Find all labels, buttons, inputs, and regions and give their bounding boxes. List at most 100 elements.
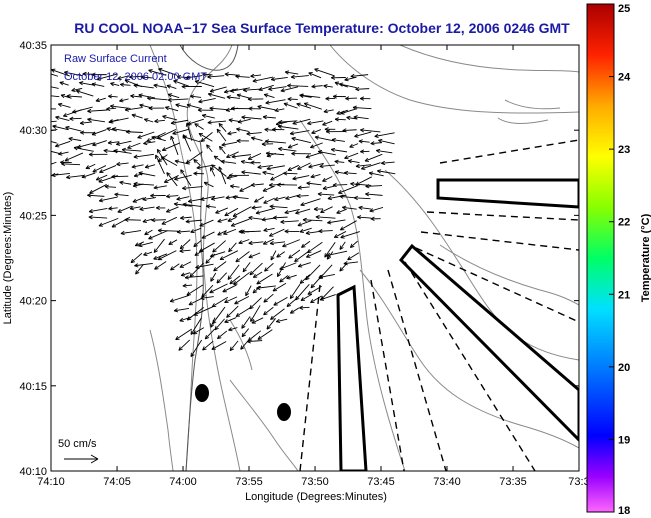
current-vector bbox=[306, 181, 322, 186]
current-vector bbox=[186, 284, 204, 296]
current-vector bbox=[327, 194, 347, 201]
current-vector bbox=[336, 208, 347, 214]
current-vector bbox=[80, 130, 96, 135]
current-vector bbox=[51, 73, 59, 77]
current-vector bbox=[353, 115, 369, 120]
current-vector bbox=[182, 283, 193, 288]
current-vector bbox=[310, 173, 321, 179]
current-vector bbox=[114, 192, 129, 197]
current-vector bbox=[214, 318, 225, 331]
current-vector bbox=[357, 215, 372, 220]
current-vector bbox=[178, 339, 191, 351]
current-vector bbox=[338, 82, 357, 89]
current-vector bbox=[287, 97, 298, 102]
current-vector bbox=[200, 195, 216, 202]
current-vector bbox=[325, 96, 336, 101]
current-vector bbox=[125, 129, 143, 134]
current-vector bbox=[198, 132, 213, 142]
current-vector bbox=[51, 141, 57, 144]
current-vector bbox=[327, 219, 346, 225]
current-vector bbox=[218, 166, 227, 185]
current-vector bbox=[117, 205, 133, 213]
current-vector bbox=[248, 252, 261, 259]
y-tick-label: 40:35 bbox=[19, 40, 47, 52]
current-vector bbox=[147, 96, 168, 101]
marker-oval-2 bbox=[277, 403, 291, 421]
current-vector bbox=[339, 241, 346, 250]
current-vector bbox=[291, 151, 312, 156]
current-vector bbox=[182, 134, 192, 152]
current-vector bbox=[269, 241, 286, 246]
current-vector bbox=[104, 184, 117, 189]
current-vector bbox=[166, 194, 179, 199]
current-vector bbox=[257, 104, 276, 111]
dashed-radial-lines bbox=[299, 139, 579, 471]
colorbar-tick-label: 20 bbox=[618, 362, 630, 374]
current-vector bbox=[294, 250, 310, 263]
current-vector bbox=[200, 295, 214, 301]
current-vector bbox=[376, 148, 393, 154]
current-vector bbox=[299, 274, 311, 284]
current-vector bbox=[194, 79, 215, 88]
x-tick-label: 73:3 bbox=[568, 476, 589, 488]
current-vector bbox=[272, 127, 285, 132]
current-vector bbox=[98, 196, 118, 203]
current-vector bbox=[170, 263, 180, 271]
current-vector bbox=[240, 159, 252, 165]
current-vector bbox=[322, 185, 335, 191]
current-vector bbox=[318, 274, 335, 279]
x-axis: 74:10 74:05 74:00 73:55 73:50 73:45 73:40 73:35… bbox=[37, 45, 590, 488]
current-vector bbox=[166, 84, 177, 89]
current-vector bbox=[307, 120, 324, 126]
current-vector bbox=[263, 93, 275, 98]
current-vector bbox=[272, 282, 287, 292]
current-vector bbox=[297, 220, 312, 227]
current-vector bbox=[225, 195, 239, 200]
current-vector bbox=[131, 113, 143, 119]
current-vector bbox=[255, 207, 275, 215]
current-vector bbox=[322, 176, 333, 182]
current-vector bbox=[213, 261, 227, 272]
current-vector bbox=[211, 296, 229, 308]
current-vector bbox=[296, 193, 309, 199]
current-vector bbox=[350, 73, 369, 79]
current-vector bbox=[51, 120, 57, 123]
current-vector bbox=[228, 327, 238, 332]
x-tick-label: 74:05 bbox=[103, 476, 131, 488]
current-vector bbox=[186, 103, 201, 109]
current-vector bbox=[236, 138, 249, 143]
current-vector bbox=[77, 142, 95, 149]
current-vector bbox=[257, 164, 273, 170]
current-vector bbox=[169, 294, 190, 303]
current-vector bbox=[153, 83, 167, 88]
current-vector bbox=[79, 81, 95, 86]
current-vector bbox=[331, 137, 345, 143]
current-vector bbox=[51, 68, 70, 77]
current-vector bbox=[88, 152, 108, 157]
current-vector bbox=[68, 136, 82, 142]
current-vector bbox=[144, 229, 153, 236]
current-vector bbox=[130, 94, 143, 99]
current-vector bbox=[189, 262, 204, 278]
current-vector bbox=[224, 207, 239, 217]
current-vector bbox=[157, 228, 179, 233]
current-vector bbox=[252, 271, 263, 278]
current-vector bbox=[143, 140, 156, 146]
current-vector bbox=[133, 153, 154, 159]
current-vector bbox=[124, 217, 141, 222]
current-vector bbox=[250, 182, 264, 188]
y-tick-label: 40:30 bbox=[19, 125, 47, 137]
current-vector bbox=[116, 140, 132, 146]
current-vector bbox=[270, 250, 277, 261]
current-vector bbox=[310, 142, 323, 149]
current-vector bbox=[247, 152, 262, 160]
current-vector bbox=[358, 205, 372, 211]
current-vector bbox=[51, 95, 60, 98]
current-vector bbox=[198, 98, 216, 104]
current-vector bbox=[311, 84, 323, 89]
current-vector bbox=[71, 87, 83, 92]
current-vector bbox=[174, 159, 190, 165]
current-vector bbox=[52, 124, 69, 131]
current-vector bbox=[142, 196, 156, 202]
current-vector bbox=[342, 128, 357, 133]
